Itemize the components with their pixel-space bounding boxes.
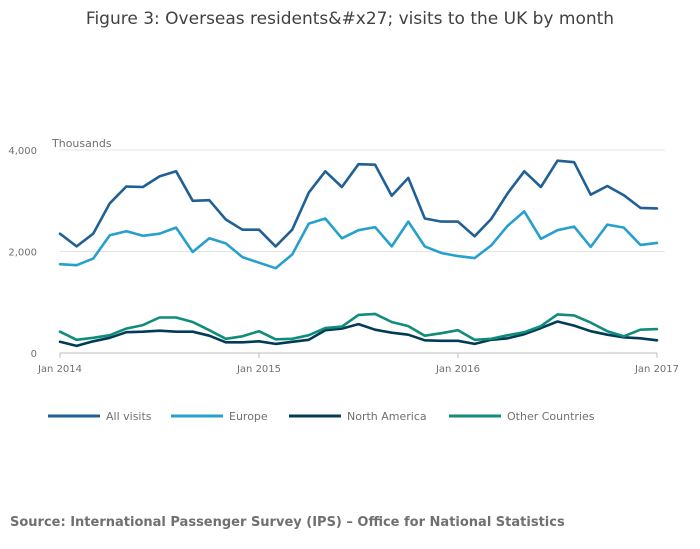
x-axis: Jan 2014 Jan 2015 Jan 2016 Jan 2017 bbox=[37, 352, 679, 375]
gridlines bbox=[60, 149, 665, 252]
legend-item-north-america[interactable]: North America bbox=[289, 410, 427, 423]
series-line-north-america bbox=[58, 320, 659, 348]
chart-title: Figure 3: Overseas residents&#x27; visit… bbox=[86, 9, 614, 29]
x-tick-label: Jan 2017 bbox=[634, 364, 679, 375]
y-tick-label: 0 bbox=[31, 349, 37, 360]
y-tick-label: 2,000 bbox=[8, 248, 37, 259]
legend-label: All visits bbox=[106, 410, 152, 423]
legend-item-all-visits[interactable]: All visits bbox=[48, 410, 152, 423]
y-axis-ticks: 0 2,000 4,000 bbox=[8, 146, 37, 360]
data-series bbox=[58, 159, 659, 348]
series-line-all-visits bbox=[58, 159, 659, 248]
legend[interactable]: All visits Europe North America Other Count… bbox=[48, 410, 595, 423]
legend-label: Other Countries bbox=[507, 410, 595, 423]
y-axis-label: Thousands bbox=[51, 137, 112, 150]
legend-item-other-countries[interactable]: Other Countries bbox=[449, 410, 595, 423]
series-line-europe bbox=[58, 210, 659, 270]
series-line-other-countries bbox=[58, 312, 659, 342]
legend-item-europe[interactable]: Europe bbox=[171, 410, 268, 423]
x-tick-label: Jan 2015 bbox=[236, 364, 281, 375]
legend-label: Europe bbox=[229, 410, 268, 423]
x-tick-label: Jan 2016 bbox=[435, 364, 480, 375]
source-note: Source: International Passenger Survey (… bbox=[10, 515, 565, 530]
y-tick-label: 4,000 bbox=[8, 146, 37, 157]
legend-label: North America bbox=[347, 410, 427, 423]
x-tick-label: Jan 2014 bbox=[37, 364, 82, 375]
